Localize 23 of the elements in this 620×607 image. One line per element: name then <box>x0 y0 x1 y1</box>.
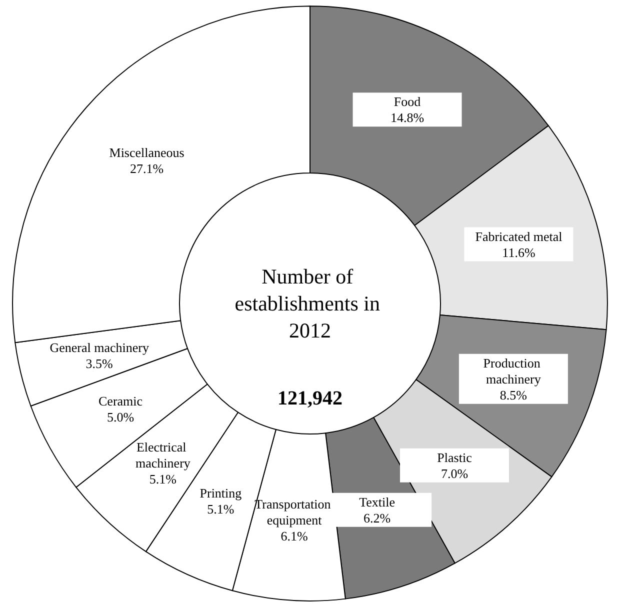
data-label: 8.5% <box>500 387 528 402</box>
data-label: 5.1% <box>207 502 234 517</box>
data-label: 7.0% <box>440 466 468 481</box>
data-label: 11.6% <box>502 244 536 260</box>
slice-label: Plastic <box>437 450 472 465</box>
data-label: 27.1% <box>130 161 164 176</box>
data-label: 5.1% <box>149 472 177 487</box>
slice-label: Fabricated metal <box>475 228 563 244</box>
slice-label: General machinery <box>50 340 150 355</box>
data-label: 14.8% <box>390 110 424 126</box>
slice-label: Printing <box>200 486 242 501</box>
data-label: 6.2% <box>364 510 391 526</box>
text: Number of establishments in 2012 <box>234 264 386 342</box>
slice-label: Production machinery <box>483 355 544 386</box>
slice-label: Food <box>394 94 422 110</box>
slice-label: Miscellaneous <box>109 145 184 160</box>
data-label: 5.0% <box>106 410 134 425</box>
slice-label: Ceramic <box>98 394 143 409</box>
data-label: 3.5% <box>86 356 114 371</box>
slice-label: Textile <box>359 494 396 510</box>
slice-label: Electrical machinery <box>136 440 191 471</box>
text: 121,942 <box>278 388 342 410</box>
data-label: 6.1% <box>280 528 308 544</box>
